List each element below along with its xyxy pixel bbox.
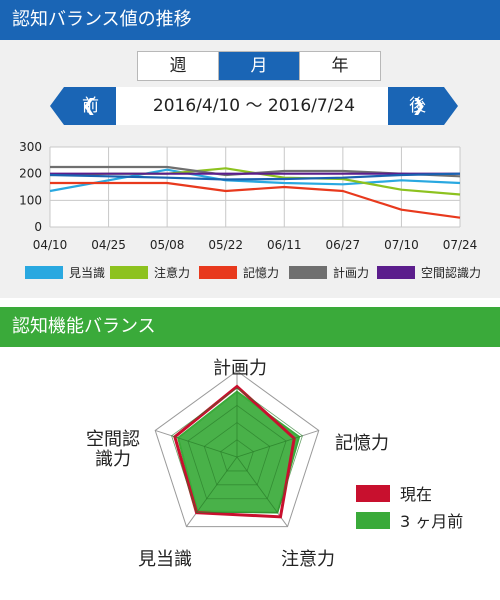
x-tick-label: 06/11 xyxy=(267,238,302,252)
radar-legend-item: 3 ヶ月前 xyxy=(356,508,463,532)
radar-legend-item: 現在 xyxy=(356,481,432,505)
legend-swatch xyxy=(289,265,327,279)
radar-inner-ring xyxy=(171,387,303,514)
radar-inner-spoke xyxy=(236,435,303,458)
legend-label: 見当識 xyxy=(69,265,106,280)
legend-swatch xyxy=(199,265,237,279)
legend-item: 記憶力 xyxy=(199,262,279,282)
legend-item: 空間認識力 xyxy=(377,262,481,282)
x-tick-label: 04/10 xyxy=(33,238,68,252)
radar-series-current xyxy=(173,384,296,519)
trend-panel-title: 認知バランス値の推移 xyxy=(12,9,192,30)
radar-inner-ring xyxy=(220,439,254,472)
radar-inner-ring xyxy=(203,422,271,486)
radar-inner-spoke xyxy=(196,456,238,513)
line-chart-legend: 見当識 注意力 記憶力 計画力 空間認識力 xyxy=(25,262,495,282)
legend-swatch xyxy=(356,484,390,502)
radar-axis-label: 見当識 xyxy=(138,549,192,570)
radar-inner-ring xyxy=(187,404,287,500)
y-tick-label: 200 xyxy=(19,167,42,181)
line-chart: 0 100 200 300 04/10 04/25 05/08 05/22 06/11 06/27… xyxy=(19,140,478,252)
legend-label: 記憶力 xyxy=(243,265,280,280)
y-tick-label: 100 xyxy=(19,193,42,207)
x-tick-label: 05/22 xyxy=(208,238,243,252)
radar-axis-label: 計画力 xyxy=(213,358,267,379)
legend-item: 注意力 xyxy=(110,262,190,282)
date-range-label: 2016/4/10 〜 2016/7/24 xyxy=(116,87,392,125)
x-tick-label: 07/24 xyxy=(443,238,478,252)
prev-button[interactable]: ❮ 前 xyxy=(50,87,120,125)
x-tick-label: 07/10 xyxy=(384,238,419,252)
trend-panel: 認知バランス値の推移 週 月 年 ❮ 前 2016/4/10 〜 2016/7/2… xyxy=(0,0,500,298)
balance-panel: 認知機能バランス 計画力 記憶力 注意力 見当識 空間認識力 現在 3 ヶ月前 xyxy=(0,307,500,600)
tab-year[interactable]: 年 xyxy=(299,52,380,80)
legend-label: 空間認識力 xyxy=(421,265,482,280)
tab-week[interactable]: 週 xyxy=(169,56,187,76)
plot-area xyxy=(50,147,460,227)
y-tick-label: 300 xyxy=(19,140,42,154)
legend-item: 計画力 xyxy=(289,262,369,282)
radar-series-previous xyxy=(176,390,301,514)
trend-panel-header: 認知バランス値の推移 xyxy=(0,0,500,40)
x-tick-label: 05/08 xyxy=(150,238,185,252)
series-line xyxy=(49,168,461,193)
legend-swatch xyxy=(377,265,415,279)
tab-month[interactable]: 月 xyxy=(218,52,299,80)
radar-axis-label: 記憶力 xyxy=(335,433,389,454)
balance-panel-title: 認知機能バランス xyxy=(12,316,156,337)
prev-label: 前 xyxy=(82,96,99,116)
x-tick-label: 06/27 xyxy=(326,238,361,252)
next-label: 後 xyxy=(409,96,426,116)
legend-swatch xyxy=(356,511,390,529)
radar-inner-spoke xyxy=(236,456,278,513)
x-tick-label: 04/25 xyxy=(91,238,126,252)
legend-item: 見当識 xyxy=(25,262,105,282)
radar-chart xyxy=(154,370,320,528)
chevron-right-icon: ❯ xyxy=(411,96,426,116)
date-range-bar: ❮ 前 2016/4/10 〜 2016/7/24 後 ❯ xyxy=(50,87,458,125)
radar-axis-label: 空間認識力 xyxy=(86,429,140,470)
radar-axis-label: 注意力 xyxy=(281,549,335,570)
series-line xyxy=(49,172,461,181)
legend-label: 3 ヶ月前 xyxy=(400,512,464,531)
legend-label: 現在 xyxy=(400,485,433,504)
balance-panel-header: 認知機能バランス xyxy=(0,307,500,347)
chevron-left-icon: ❮ xyxy=(82,96,97,116)
series-line xyxy=(50,181,461,219)
period-tabs: 週 月 年 xyxy=(137,51,381,81)
legend-swatch xyxy=(25,265,63,279)
y-tick-label: 0 xyxy=(34,220,42,234)
next-button[interactable]: 後 ❯ xyxy=(388,87,458,125)
legend-swatch xyxy=(110,265,148,279)
legend-label: 注意力 xyxy=(154,265,191,280)
legend-label: 計画力 xyxy=(333,265,370,280)
radar-inner-spoke xyxy=(171,435,238,458)
